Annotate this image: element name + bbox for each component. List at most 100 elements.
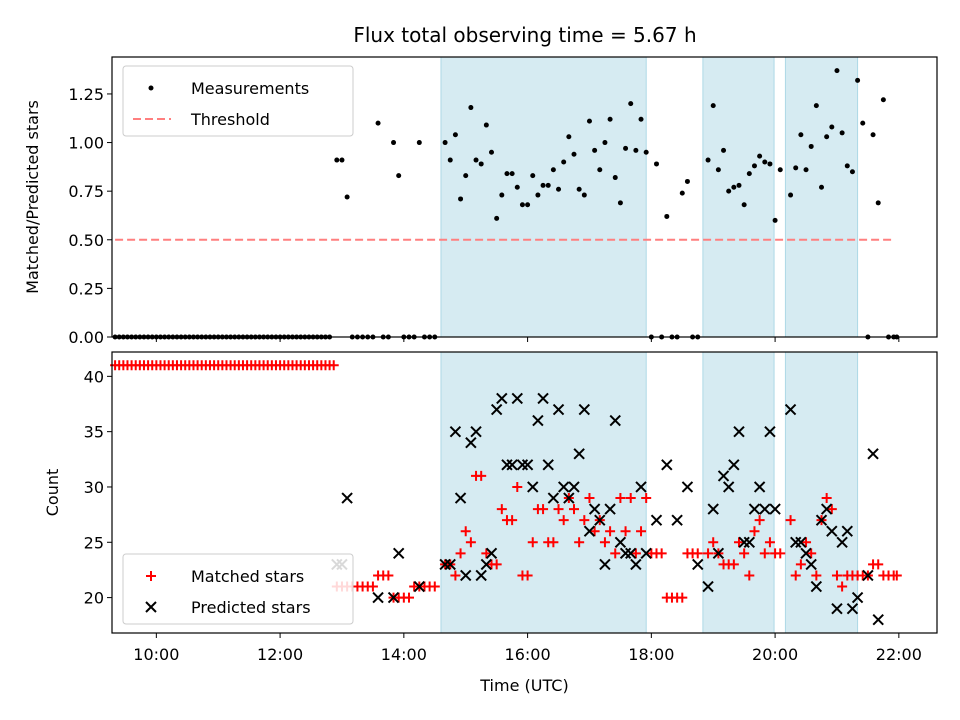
legend-label: Predicted stars: [191, 598, 311, 617]
measurement-point: [798, 132, 804, 138]
matched-stars-point: [630, 548, 641, 559]
predicted-stars-point: [625, 547, 637, 560]
matched-stars-point: [527, 537, 538, 548]
legend-label: Threshold: [190, 110, 270, 129]
predicted-stars-point: [707, 503, 719, 515]
matched-stars-point: [620, 526, 631, 537]
predicted-stars-point: [790, 536, 802, 548]
bottom-y-axis: 20 25 30 35 40: [84, 367, 112, 608]
measurement-point: [710, 103, 716, 109]
predicted-stars-point: [588, 503, 601, 515]
measurement-point: [643, 149, 649, 155]
matched-stars-point: [636, 526, 647, 537]
matched-stars-point: [873, 559, 884, 570]
y-tick-label: 0.50: [68, 231, 104, 250]
predicted-stars-point: [692, 558, 704, 571]
predicted-stars-point: [826, 525, 838, 537]
matched-stars-point: [383, 570, 394, 581]
measurement-point: [483, 122, 489, 128]
matched-stars-point: [328, 360, 339, 371]
matched-stars-point: [429, 581, 440, 592]
predicted-stars-point: [810, 580, 823, 593]
y-tick-label: 20: [84, 589, 104, 608]
matched-stars-point: [764, 537, 775, 548]
predicted-stars-point: [465, 437, 477, 449]
measurement-point: [473, 157, 479, 163]
predicted-stars-point: [604, 503, 616, 515]
y-tick-label: 1.25: [68, 85, 104, 104]
matched-stars-point: [584, 493, 595, 504]
x-tick-label: 22:00: [876, 645, 922, 664]
legend-label: Matched stars: [191, 567, 304, 586]
matched-stars-point: [744, 570, 755, 581]
measurement-point: [504, 171, 510, 177]
measurement-point: [767, 161, 773, 167]
matched-stars-point: [734, 537, 744, 548]
measurement-point: [751, 163, 757, 169]
predicted-stars-point: [630, 558, 642, 571]
predicted-stars-point: [413, 580, 426, 593]
y-tick-label: 1.00: [68, 134, 104, 153]
measurement-point: [715, 167, 721, 173]
bottom-legend: Matched stars Predicted stars: [122, 553, 354, 625]
matched-stars-point: [826, 504, 837, 515]
predicted-stars-point: [480, 558, 493, 571]
predicted-stars-point: [496, 392, 508, 405]
observing-span-2: [702, 56, 775, 338]
measurement-point: [607, 116, 613, 122]
predicted-stars-point: [490, 403, 503, 416]
observing-span-2: [702, 351, 775, 634]
matched-stars-point: [522, 570, 533, 581]
measurement-point: [571, 151, 577, 157]
predicted-stars-point: [800, 547, 812, 560]
predicted-stars-point: [485, 547, 498, 560]
predicted-stars-point: [449, 425, 462, 438]
measurement-point: [334, 157, 340, 163]
bottom-panel: 20 25 30 35 40 10:00 12:00 14:00 16:00 18:00 20:0…: [43, 351, 938, 695]
measurement-point: [550, 167, 556, 173]
predicted-stars-point: [635, 481, 647, 493]
measurement-point: [499, 192, 505, 198]
predicted-stars-point: [532, 414, 544, 427]
matched-stars-point: [749, 526, 760, 537]
measurement-point: [447, 157, 453, 163]
matched-stars-point: [708, 537, 719, 548]
predicted-stars-point: [748, 503, 761, 515]
bottom-x-axis: 10:00 12:00 14:00 16:00 18:00 20:00 22:00: [133, 633, 922, 664]
measurement-point: [844, 163, 850, 169]
measurement-point: [875, 200, 881, 206]
measurement-point: [530, 173, 536, 179]
matched-stars-point: [692, 548, 703, 559]
measurement-point: [463, 173, 469, 179]
matched-stars-point: [476, 470, 487, 481]
legend-label: Measurements: [191, 79, 309, 98]
measurement-point: [788, 192, 794, 198]
predicted-stars-point: [557, 481, 570, 493]
predicted-stars-point: [387, 591, 400, 604]
top-y-axis: 0.00 0.25 0.50 0.75 1.00 1.25: [68, 85, 112, 347]
matched-stars-point: [677, 592, 688, 603]
measurement-point: [612, 175, 618, 181]
x-tick-label: 20:00: [752, 645, 798, 664]
measurement-point: [556, 186, 562, 192]
top-panel: 0.00 0.25 0.50 0.75 1.00 1.25 Matched/Predict…: [23, 56, 938, 347]
predicted-stars-point: [578, 403, 591, 416]
top-observing-spans: [440, 56, 859, 338]
predicted-stars-point: [738, 536, 750, 548]
measurement-point: [772, 217, 778, 223]
y-tick-label: 0.00: [68, 328, 104, 347]
measurement-point: [855, 77, 861, 83]
matched-stars-point: [538, 504, 549, 515]
measurement-point: [736, 182, 742, 188]
matched-stars-point: [465, 537, 476, 548]
predicted-stars-point: [728, 459, 740, 471]
matched-stars-point: [641, 493, 652, 504]
matched-stars-point: [558, 515, 569, 526]
matched-stars-point: [801, 537, 812, 548]
predicted-stars-point: [846, 602, 859, 615]
predicted-stars-point: [460, 569, 472, 582]
matched-stars-point: [785, 515, 796, 526]
predicted-stars-point: [475, 569, 487, 582]
predicted-stars-point: [702, 580, 714, 593]
measurement-point: [586, 118, 592, 124]
